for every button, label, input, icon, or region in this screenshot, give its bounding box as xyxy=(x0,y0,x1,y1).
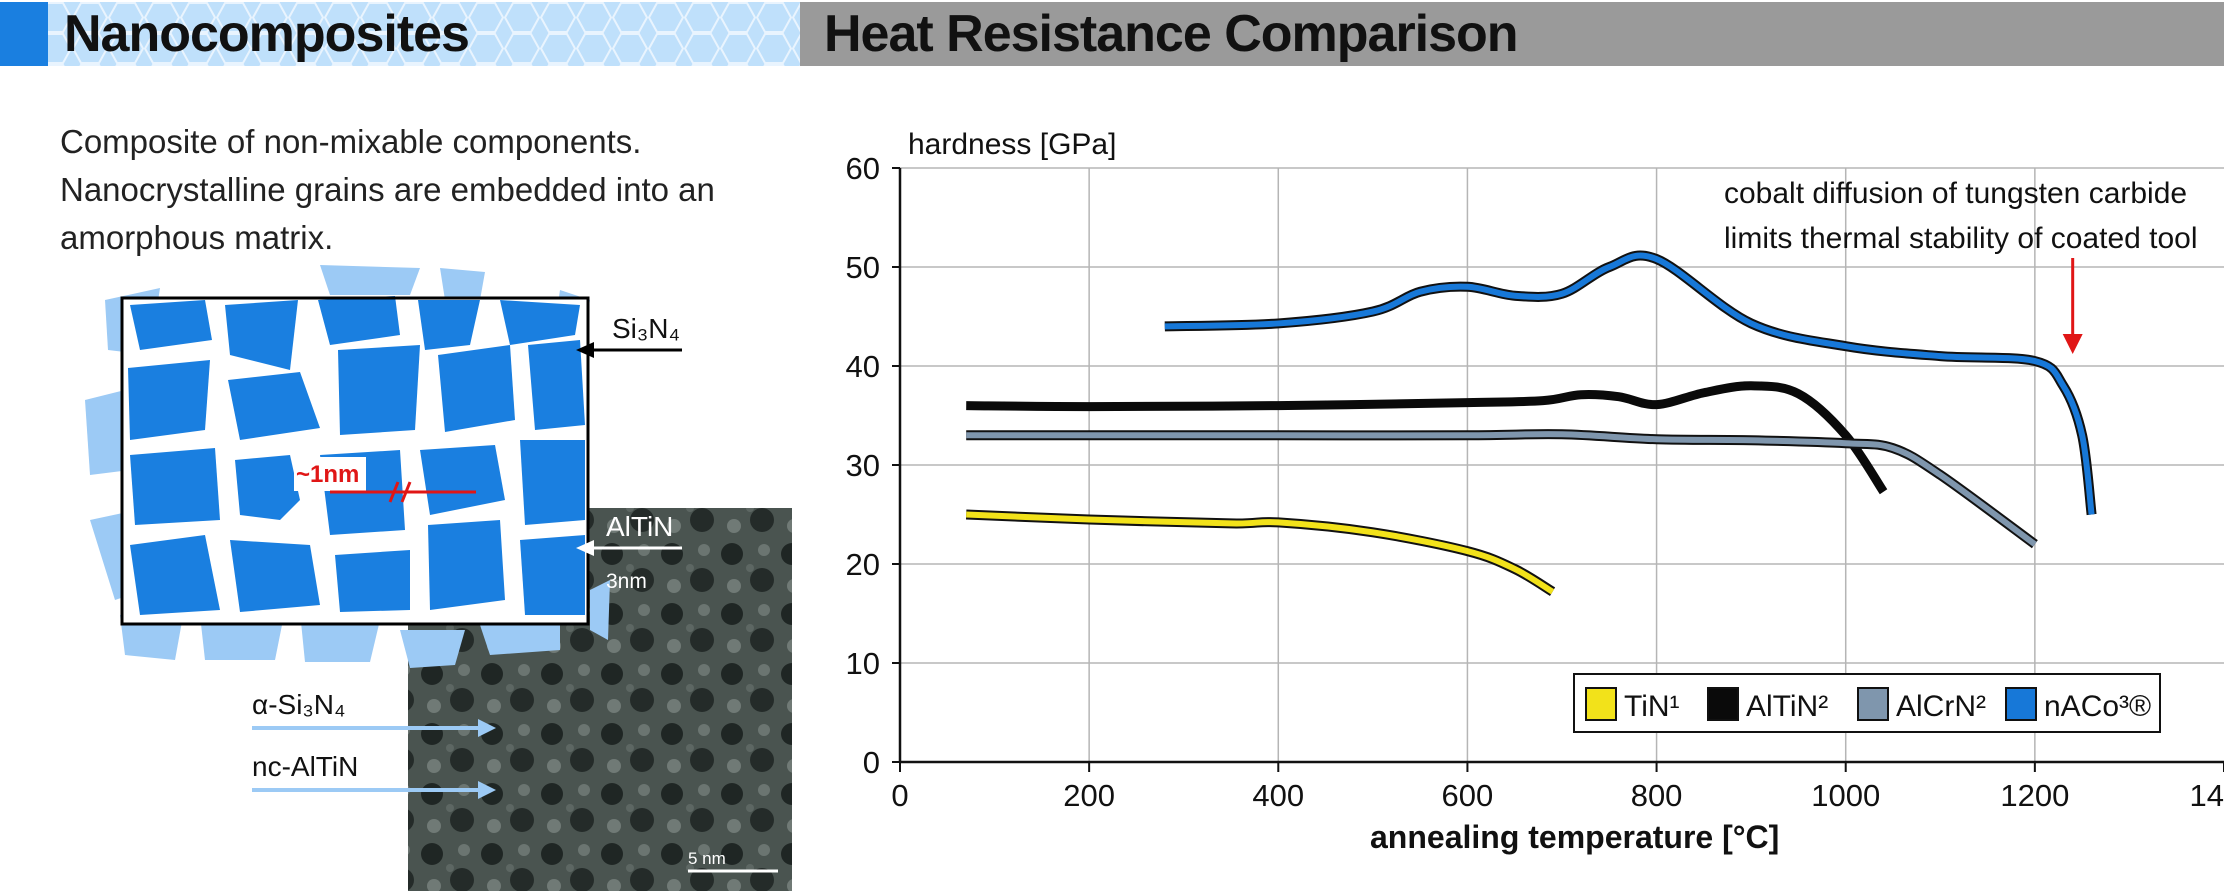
legend-swatch-1 xyxy=(1707,687,1739,721)
si3n4-arrow-head xyxy=(576,342,594,358)
altin-arrow-head xyxy=(576,540,594,556)
series-line-0 xyxy=(966,511,1555,595)
scale-tick-1 xyxy=(388,481,400,503)
annotation-line-1: cobalt diffusion of tungsten carbide xyxy=(1724,177,2187,210)
y-tick-label: 30 xyxy=(846,448,880,483)
x-tick-label: 400 xyxy=(1252,778,1304,813)
legend-label-0: TiN¹ xyxy=(1624,690,1680,723)
intro-line-2: Nanocrystalline grains are embedded into… xyxy=(60,171,715,208)
altin-label: AlTiN xyxy=(606,511,673,542)
legend-box xyxy=(1573,673,2161,733)
legend-swatch-2 xyxy=(1857,687,1889,721)
x-tick-label: 600 xyxy=(1442,778,1494,813)
nanocomposites-title: Nanocomposites xyxy=(64,5,470,63)
alpha-si3n4-label: α-Si₃N₄ xyxy=(252,689,345,720)
scale-tick-2 xyxy=(400,481,412,503)
nanocrystalline-grains xyxy=(128,296,585,615)
header-right-bar xyxy=(800,2,2224,66)
legend-label-3: nACo³® xyxy=(2044,690,2151,723)
y-tick-label: 10 xyxy=(846,646,880,681)
chart-legend: TiN¹ AlTiN² AlCrN² nACo³® xyxy=(1573,673,2161,733)
nc-altin-label: nc-AlTiN xyxy=(252,751,358,782)
x-tick-label: 1400 xyxy=(2190,778,2224,813)
hexagon-pattern xyxy=(0,2,810,66)
series-outline-2 xyxy=(966,429,2038,549)
heat-resistance-title: Heat Resistance Comparison xyxy=(824,5,1519,63)
intro-line-3: amorphous matrix. xyxy=(60,219,334,256)
x-tick-label: 1200 xyxy=(2000,778,2069,813)
scale-label-bg xyxy=(294,457,366,491)
annotation-arrow-head xyxy=(2062,334,2083,354)
x-tick-label: 800 xyxy=(1631,778,1683,813)
legend-swatch-0 xyxy=(1585,687,1617,721)
y-tick-label: 50 xyxy=(846,250,880,285)
si3n4-label: Si₃N₄ xyxy=(612,313,680,344)
y-tick-label: 20 xyxy=(846,547,880,582)
y-tick-label: 40 xyxy=(846,349,880,384)
chart-axes: 0 200 400 600 800 1000 1200 1400 0 10 20 30 40 50 60 xyxy=(846,151,2224,813)
scale-1nm-label: ~1nm xyxy=(296,461,359,488)
series-line-1 xyxy=(966,381,1888,495)
intro-line-1: Composite of non-mixable components. xyxy=(60,123,642,160)
y-tick-label: 0 xyxy=(863,745,880,780)
x-axis-label: annealing temperature [°C] xyxy=(1370,819,1779,855)
series-outline-3 xyxy=(1164,250,2097,516)
nanocomposite-diagram: 5 nm xyxy=(85,265,792,891)
series-outline-0 xyxy=(965,509,1556,597)
intro-text: Composite of non-mixable components. Nan… xyxy=(60,118,780,262)
annotation-arrow xyxy=(2062,258,2083,354)
header-left-bar xyxy=(0,2,810,66)
y-tick-label: 60 xyxy=(846,151,880,186)
chart-series xyxy=(965,250,2097,597)
series-line-2 xyxy=(966,431,2037,547)
alpha-arrow-head xyxy=(478,719,496,737)
legend-label-1: AlTiN² xyxy=(1746,690,1828,723)
composite-box xyxy=(120,296,590,626)
annotation-line-2: limits thermal stability of coated tool xyxy=(1724,222,2198,255)
x-tick-label: 200 xyxy=(1063,778,1115,813)
chart-grid xyxy=(900,167,2224,762)
header-accent xyxy=(0,2,48,66)
y-axis-label: hardness [GPa] xyxy=(908,128,1116,161)
3nm-label: 3nm xyxy=(606,570,647,593)
nc-arrow-head xyxy=(478,781,496,799)
legend-label-2: AlCrN² xyxy=(1896,690,1986,723)
series-line-3 xyxy=(1164,252,2095,515)
legend-swatch-3 xyxy=(2005,687,2037,721)
x-tick-label: 0 xyxy=(891,778,908,813)
scale-5nm-label: 5 nm xyxy=(688,849,726,868)
x-tick-label: 1000 xyxy=(1811,778,1880,813)
